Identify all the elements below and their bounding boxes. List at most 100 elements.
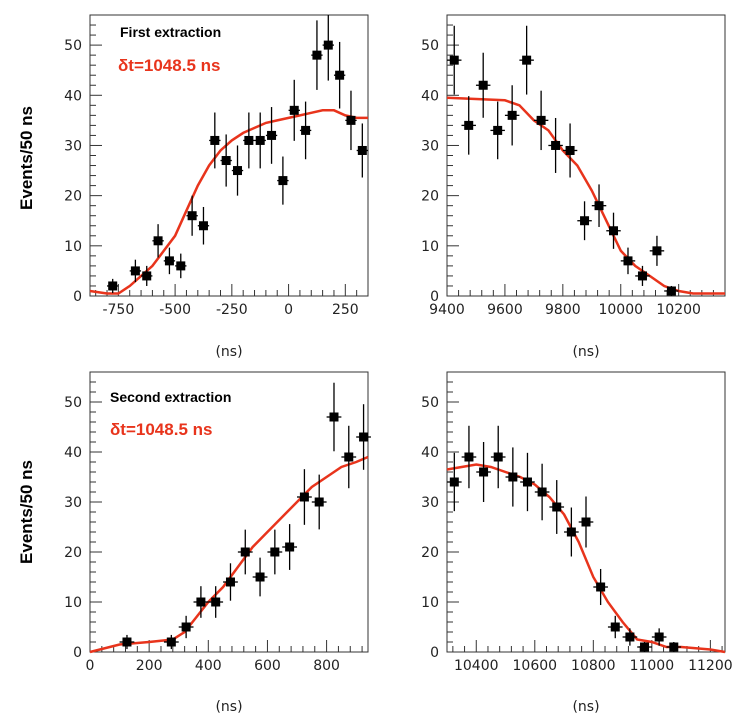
y-tick-label: 20 [421,545,439,561]
data-point [314,497,324,507]
data-point [233,166,243,176]
x-tick-label: -250 [216,302,248,318]
data-point [211,597,221,607]
data-point [566,527,576,537]
data-point [493,125,503,135]
x-tick-label: 0 [284,302,293,318]
data-point [669,642,679,652]
data-point [181,622,191,632]
x-tick-label: 10000 [598,302,643,318]
data-point [609,226,619,236]
plot-frame [89,371,369,653]
data-point [108,281,118,291]
data-point [210,135,220,145]
x-tick-label: 400 [195,658,222,674]
y-axis-label-top: Events/50 ns [17,106,36,210]
y-tick-label: 50 [421,38,439,54]
data-point [142,271,152,281]
y-axis-label-bottom: Events/50 ns [17,460,36,564]
x-tick-label: 10800 [571,658,616,674]
data-point [176,261,186,271]
data-point [187,211,197,221]
data-point [240,547,250,557]
x-tick-label: -750 [102,302,134,318]
data-point [335,70,345,80]
panel-1-annotation: δt=1048.5 ns [118,56,220,75]
data-point [122,637,132,647]
data-point [244,135,254,145]
y-tick-label: 0 [73,289,82,305]
y-tick-label: 10 [421,239,439,255]
x-tick-label: 11200 [688,658,733,674]
data-point [255,572,265,582]
fit-curve [446,463,726,654]
data-point [449,477,459,487]
x-axis-label-panel-4: (ns) [572,699,599,715]
x-tick-label: 250 [332,302,359,318]
plot-frame [446,14,726,297]
data-point [464,120,474,130]
data-point [359,432,369,442]
data-point [610,622,620,632]
data-point [580,216,590,226]
y-tick-label: 0 [73,645,82,661]
x-tick-label: 10600 [513,658,558,674]
data-point [221,156,231,166]
x-tick-label: 200 [136,658,163,674]
data-point [285,542,295,552]
y-tick-label: 10 [421,595,439,611]
data-point [625,632,635,642]
data-point [198,221,208,231]
panel-3-annotation: δt=1048.5 ns [110,420,212,439]
x-tick-label: 10200 [656,302,701,318]
y-tick-label: 50 [421,395,439,411]
y-tick-label: 20 [64,189,82,205]
x-axis-label-panel-2: (ns) [572,344,599,360]
data-point [346,115,356,125]
y-tick-label: 40 [421,88,439,104]
x-tick-label: 600 [254,658,281,674]
x-tick-label: 11000 [630,658,675,674]
data-point [301,125,311,135]
data-point [196,597,206,607]
panel-1: 0 10 20 30 40 50 -750 -500 -250 0 250 [64,14,369,318]
panel-2: 0 10 20 30 40 50 9400 9600 9800 10000 10200 [421,14,726,318]
data-point [270,547,280,557]
fit-curve [89,455,369,654]
data-point [164,256,174,266]
panel-1-title: First extraction [120,24,221,40]
y-tick-label: 40 [64,445,82,461]
data-point [323,40,333,50]
data-point [552,502,562,512]
panel-3-title: Second extraction [110,389,231,405]
data-point [536,115,546,125]
data-point [594,201,604,211]
data-point [278,176,288,186]
x-tick-label: -500 [159,302,191,318]
y-tick-label: 50 [64,38,82,54]
data-point [289,105,299,115]
y-tick-label: 30 [64,138,82,154]
y-tick-label: 10 [64,595,82,611]
data-point [299,492,309,502]
data-point [153,236,163,246]
y-tick-label: 30 [421,495,439,511]
data-point [344,452,354,462]
x-tick-label: 10400 [454,658,499,674]
y-tick-label: 50 [64,395,82,411]
x-tick-label: 0 [86,658,95,674]
data-point [565,145,575,155]
y-tick-label: 0 [430,645,439,661]
panel-4: 0 10 20 30 40 50 10400 10600 10800 11000 11200 [421,371,733,674]
data-point [640,642,650,652]
x-tick-label: 9600 [487,302,523,318]
data-point [551,140,561,150]
y-tick-label: 40 [64,88,82,104]
data-point [479,467,489,477]
data-point [225,577,235,587]
y-tick-label: 20 [421,189,439,205]
x-tick-label: 800 [313,658,340,674]
y-tick-label: 20 [64,545,82,561]
fit-curve [446,96,725,295]
